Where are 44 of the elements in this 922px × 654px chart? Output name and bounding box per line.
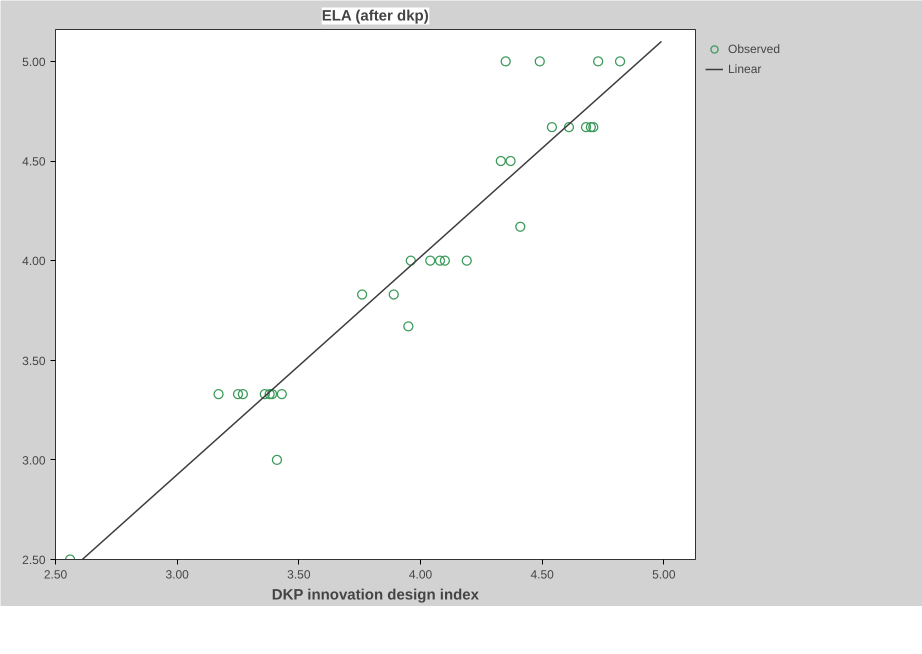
legend-label: Linear [728, 62, 762, 76]
point [440, 255, 450, 266]
y-tick-label: 3.50 [22, 354, 46, 368]
point [388, 289, 399, 300]
y-tick-label: 2.50 [22, 553, 46, 567]
point [213, 388, 224, 400]
x-tick-label: 4.00 [408, 568, 433, 582]
y-tick-label: 4.50 [22, 154, 46, 169]
x-tick-label: 3.00 [165, 568, 190, 582]
point [272, 454, 282, 466]
y-tick-label: 3.00 [22, 453, 46, 468]
legend-label: Observed [728, 42, 780, 56]
y-tick-label: 5.00 [22, 54, 46, 69]
point [500, 56, 511, 67]
point [266, 388, 278, 400]
point [232, 388, 244, 400]
point [505, 156, 516, 166]
point [546, 122, 558, 132]
point [593, 56, 604, 67]
point [403, 321, 414, 332]
point [462, 255, 472, 266]
x-tick-label: 5.00 [652, 568, 676, 582]
point [406, 255, 416, 266]
point [356, 289, 368, 300]
point [614, 56, 626, 67]
point [586, 122, 596, 132]
point [260, 388, 270, 400]
x-axis-title: DKP innovation design index [272, 586, 480, 604]
point [534, 56, 545, 67]
point [425, 255, 436, 266]
point [264, 388, 275, 400]
point [276, 388, 287, 400]
y-tick-label: 4.00 [22, 254, 46, 268]
point [515, 222, 526, 232]
point [496, 156, 506, 166]
point [580, 122, 592, 132]
point [238, 388, 248, 400]
chart-title: ELA (after dkp) [322, 8, 429, 24]
x-tick-label: 3.50 [287, 568, 311, 582]
x-tick-label: 2.50 [44, 568, 68, 582]
point [588, 122, 598, 132]
x-tick-label: 4.50 [530, 568, 554, 582]
point [434, 255, 446, 266]
point [564, 122, 574, 132]
